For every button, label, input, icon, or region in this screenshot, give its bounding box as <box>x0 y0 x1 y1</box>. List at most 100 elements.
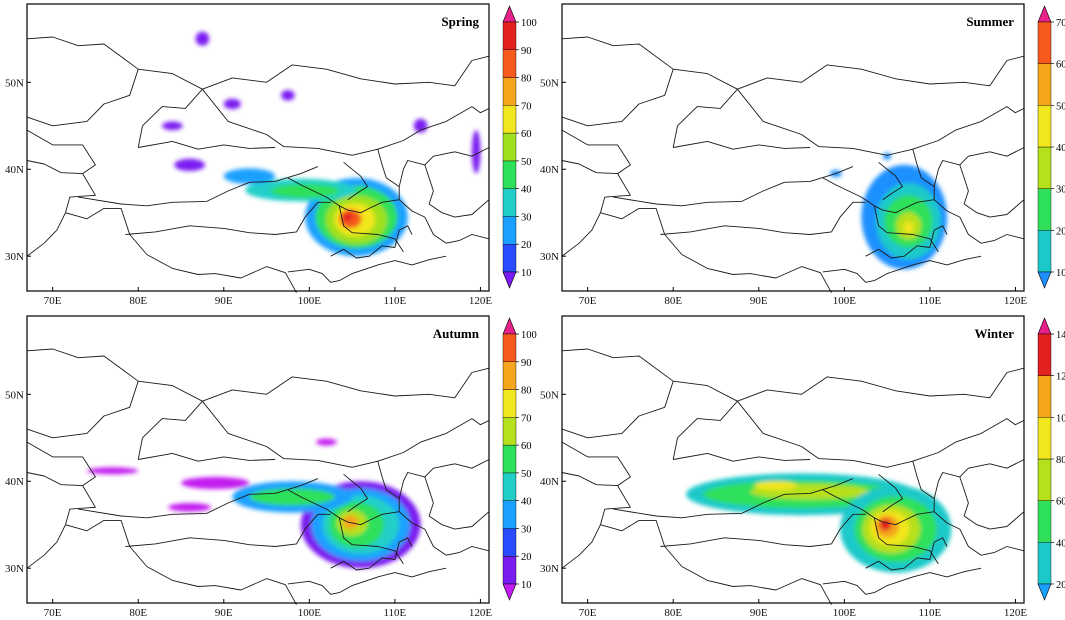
boundary-line <box>561 524 601 569</box>
concentration-blob <box>879 518 892 531</box>
boundary-line <box>343 473 368 513</box>
colorbar-label: 50 <box>521 157 532 168</box>
lat-tick-label: 40N <box>5 476 24 488</box>
colorbar-segment <box>1037 375 1052 418</box>
colorbar-label: 80 <box>521 74 532 85</box>
colorbar-label: 30 <box>521 524 532 535</box>
lon-tick-label: 70E <box>579 607 597 619</box>
spring-lat-ticks: 30N 40N 50N <box>5 77 31 263</box>
concentration-blob <box>413 118 428 133</box>
field-blur-group <box>829 152 947 270</box>
concentration-blob <box>316 438 337 446</box>
boundary-line <box>377 461 400 499</box>
lon-tick-label: 110E <box>383 607 406 619</box>
boundary-line <box>600 485 832 605</box>
boundary-line <box>26 129 96 175</box>
colorbar-label: 30 <box>1056 185 1065 196</box>
colorbar-label: 10 <box>521 268 532 279</box>
colorbar-segment <box>502 417 517 446</box>
boundary-line <box>660 513 866 547</box>
boundary-line <box>673 452 811 462</box>
colorbar-label: 50 <box>521 469 532 480</box>
boundary-line <box>26 381 139 439</box>
concentration-blob <box>471 130 481 174</box>
colorbar-label: 30 <box>521 212 532 223</box>
boundary-line <box>822 255 982 283</box>
summer-title: Summer <box>966 14 1014 29</box>
boundary-line <box>424 164 490 218</box>
summer-colorbar: 10 20 30 40 50 60 70 <box>1037 5 1065 289</box>
colorbar-segment <box>502 500 517 529</box>
concentration-blob <box>168 503 212 512</box>
colorbar-segment <box>1037 230 1052 273</box>
boundary-line <box>65 485 297 605</box>
colorbar-label: 100 <box>521 330 537 341</box>
boundary-line <box>959 476 1025 530</box>
winter-colorbar: 20 40 60 80 100 120 140 <box>1037 317 1065 601</box>
colorbar-min-arrow <box>502 271 517 289</box>
concentration-blob <box>86 467 139 475</box>
colorbar-label: 70 <box>1056 18 1065 29</box>
colorbar-label: 10 <box>521 580 532 591</box>
lon-tick-label: 90E <box>750 295 768 307</box>
colorbar-segment <box>502 188 517 217</box>
boundary-line <box>613 166 854 207</box>
boundary-line <box>78 166 319 207</box>
colorbar-label: 10 <box>1056 268 1065 279</box>
colorbar-label: 100 <box>1056 413 1065 424</box>
boundary-line <box>78 478 319 519</box>
colorbar-label: 90 <box>521 358 532 369</box>
lon-tick-label: 80E <box>664 607 682 619</box>
boundary-line <box>865 557 930 571</box>
winter-title: Winter <box>975 326 1015 341</box>
concentration-blob <box>223 98 241 110</box>
lat-tick-label: 30N <box>5 251 24 263</box>
boundary-line <box>933 147 1025 200</box>
spring-map-frame <box>26 3 490 292</box>
field-blur-group <box>686 473 952 573</box>
boundary-line <box>26 36 490 90</box>
boundary-line <box>929 225 948 248</box>
lat-tick-label: 40N <box>540 164 559 176</box>
boundary-line <box>561 129 631 175</box>
concentration-blob <box>754 481 798 490</box>
colorbar-segment <box>502 49 517 78</box>
boundary-line <box>398 511 490 556</box>
boundary-line <box>287 177 400 214</box>
boundary-line <box>822 567 982 595</box>
boundary-line <box>26 524 66 569</box>
lon-tick-label: 100E <box>833 295 857 307</box>
summer-lon-ticks: 70E 80E 90E 100E 110E 120E <box>579 287 1027 307</box>
lon-tick-label: 80E <box>129 295 147 307</box>
colorbar-segment <box>1037 417 1052 460</box>
autumn-lat-ticks: 30N 40N 50N <box>5 389 31 575</box>
boundary-line <box>737 400 1025 468</box>
summer-map-frame <box>561 3 1025 292</box>
boundary-line <box>561 69 674 127</box>
colorbar-label: 70 <box>521 413 532 424</box>
colorbar-segment <box>502 216 517 245</box>
lon-tick-label: 90E <box>750 607 768 619</box>
boundary-line <box>822 489 935 526</box>
boundary-line <box>26 348 490 402</box>
colorbar-label: 20 <box>521 240 532 251</box>
colorbar-segment <box>1037 21 1052 64</box>
colorbar-max-arrow <box>502 317 517 335</box>
colorbar-label: 60 <box>521 129 532 140</box>
lon-tick-label: 100E <box>833 607 857 619</box>
boundary-line <box>137 400 203 460</box>
colorbar-segment <box>502 132 517 162</box>
boundary-line <box>561 381 674 439</box>
boundary-line <box>933 511 1025 556</box>
lon-tick-label: 70E <box>579 295 597 307</box>
colorbar-label: 40 <box>521 497 532 508</box>
autumn-title: Autumn <box>433 326 480 341</box>
boundary-line <box>561 348 1025 402</box>
spring-lon-ticks: 70E 80E 90E 100E 110E 120E <box>44 287 493 307</box>
lon-tick-label: 120E <box>469 295 493 307</box>
boundary-line <box>394 225 413 248</box>
lat-tick-label: 30N <box>540 563 559 575</box>
concentration-blob <box>174 158 206 171</box>
colorbar-segment <box>502 243 517 273</box>
boundary-line <box>822 177 935 214</box>
